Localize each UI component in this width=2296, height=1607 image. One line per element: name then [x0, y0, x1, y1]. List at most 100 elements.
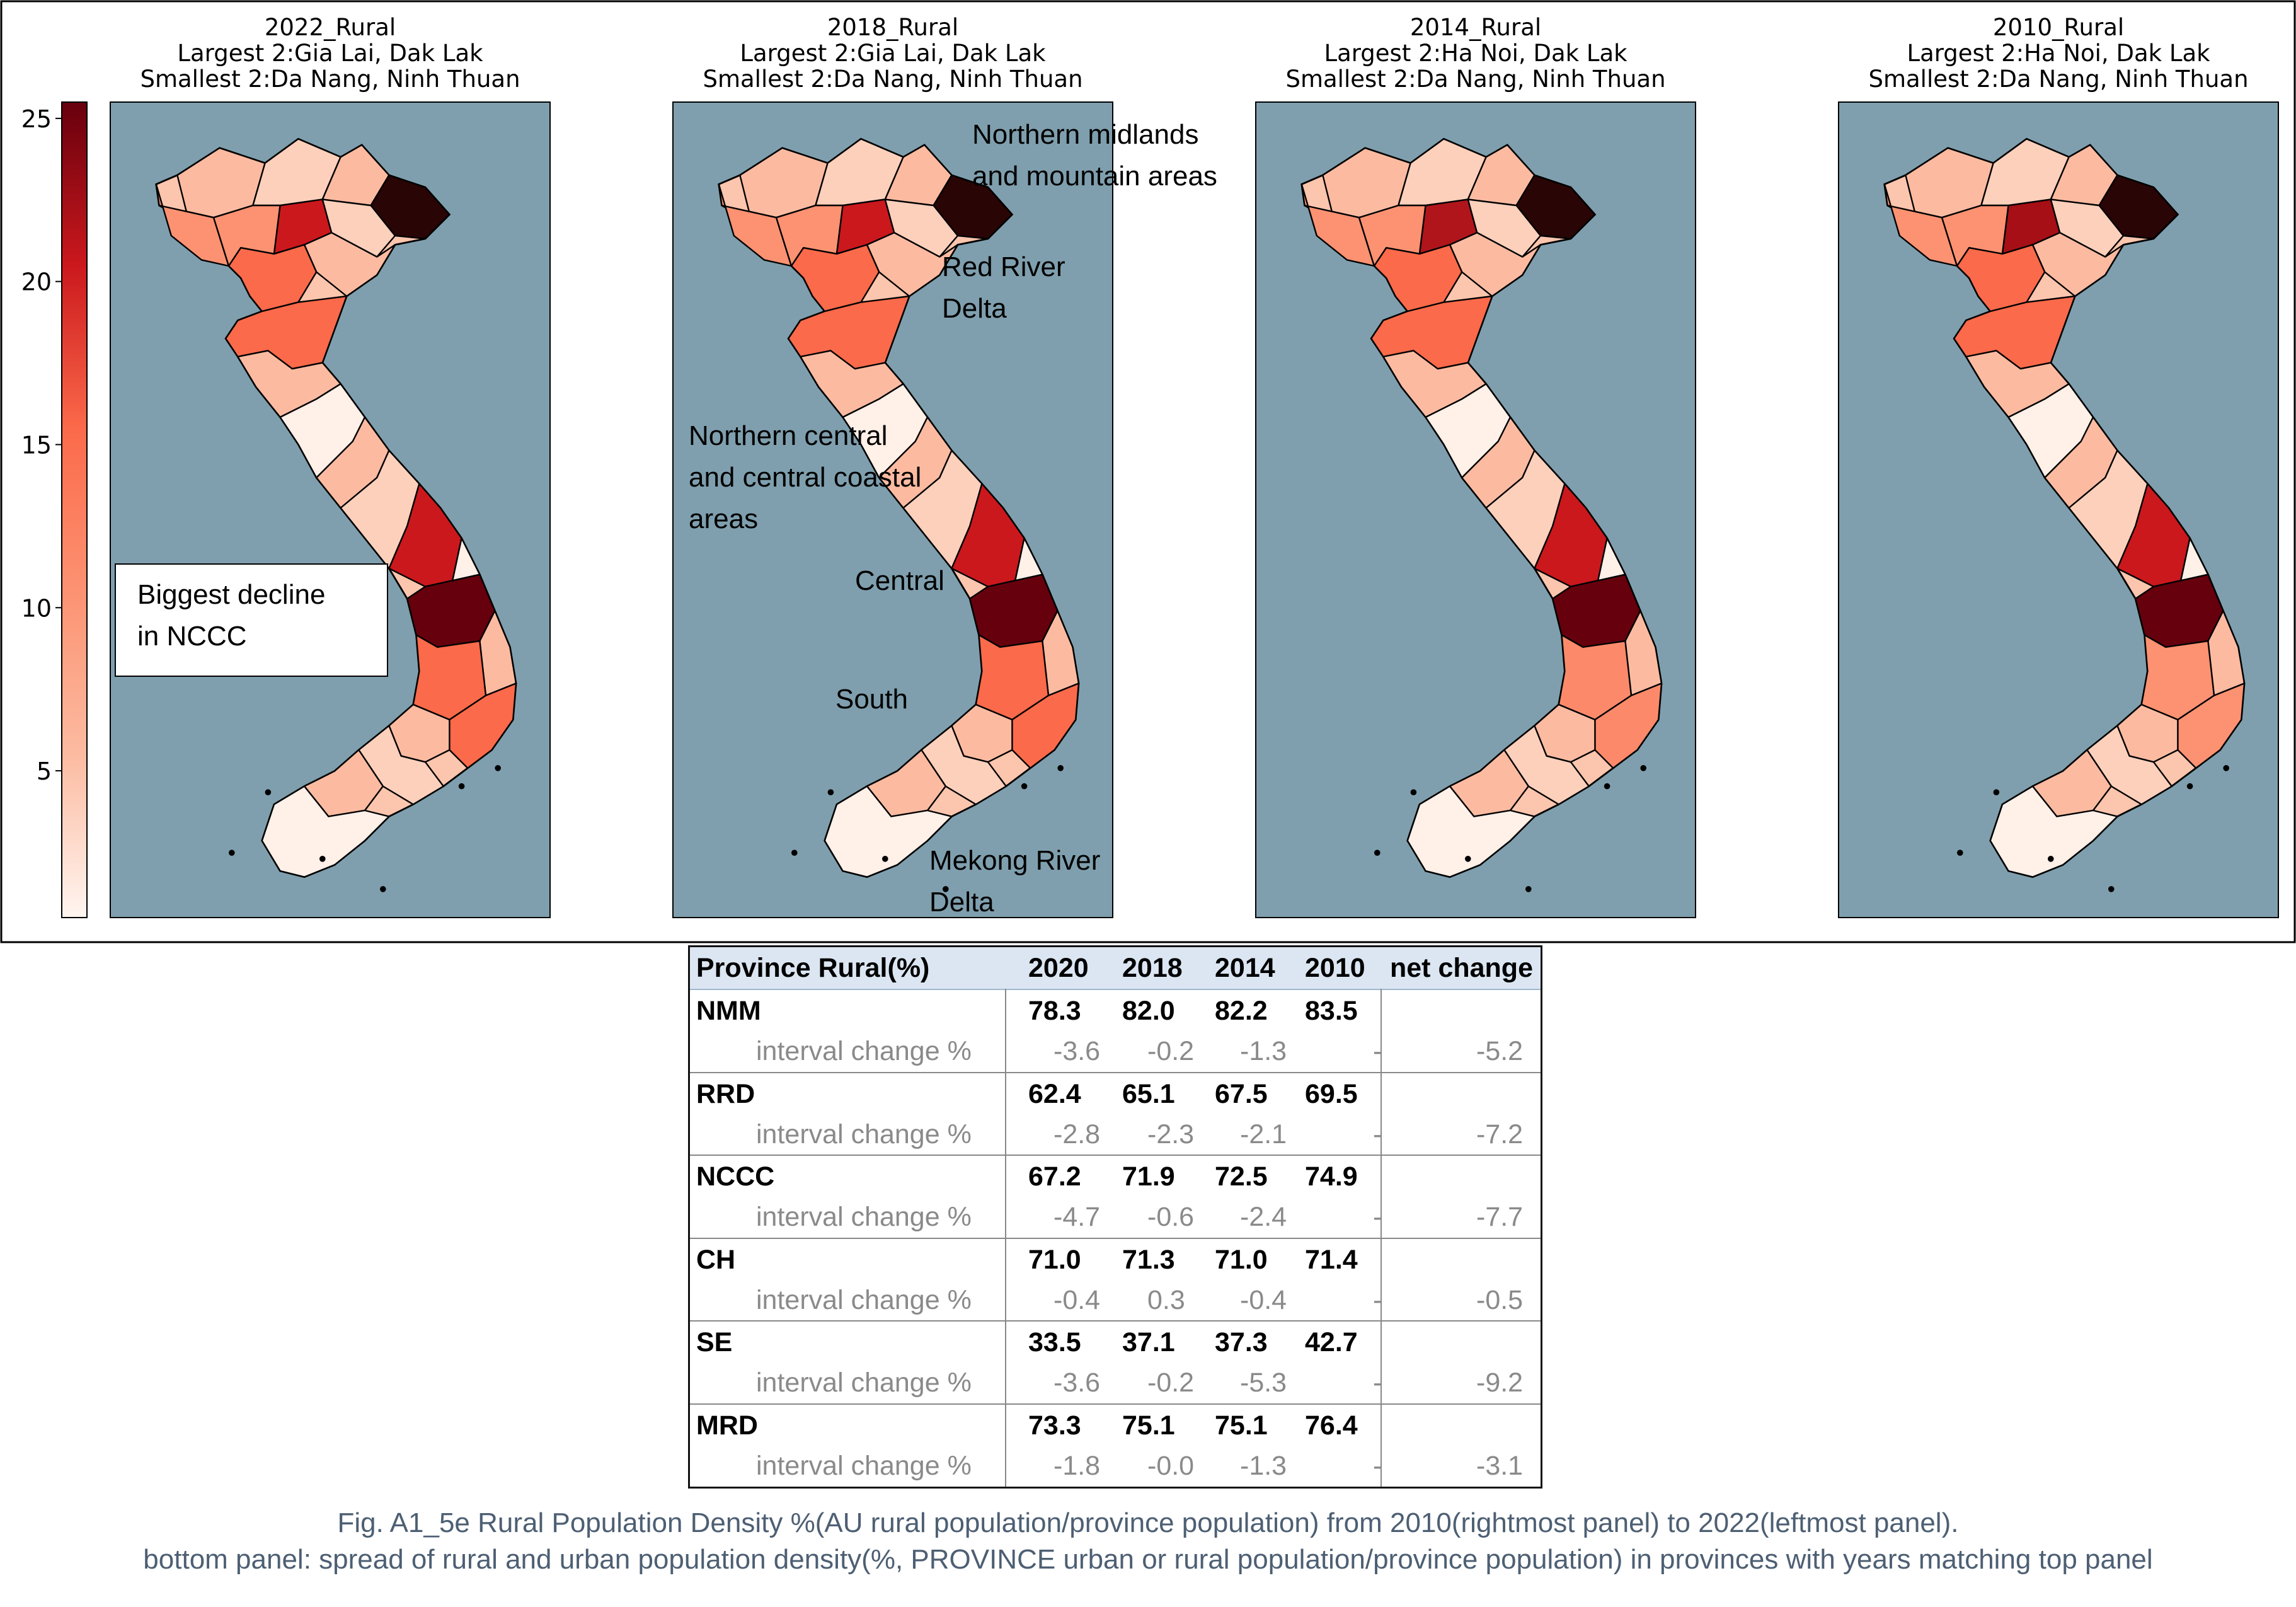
table-row: MRD 73.3 75.1 75.1 76.4: [690, 1403, 1541, 1446]
rural-percent: 83.5: [1305, 996, 1358, 1026]
province-shape: [155, 183, 230, 267]
header-2010: 2010: [1305, 953, 1365, 983]
rural-percent: 71.9: [1122, 1161, 1175, 1192]
province-shape: [1300, 183, 1375, 267]
interval-change-value: -0.4: [1240, 1284, 1287, 1315]
net-change-value: -0.5: [1476, 1284, 1524, 1315]
interval-change-label: interval change %: [756, 1450, 972, 1481]
table-header-row: Province Rural(%) 2020 2018 2014 2010 ne…: [690, 947, 1541, 989]
colorbar-tick-label: 25: [21, 105, 52, 133]
interval-change-value: -1.3: [1240, 1036, 1287, 1066]
label-rrd-1: Red River: [942, 251, 1065, 282]
table-row: SE 33.5 37.1 37.3 42.7: [690, 1320, 1541, 1363]
panel-title: 2014_Rural: [1410, 14, 1541, 41]
callout-line-2: in NCCC: [137, 621, 247, 652]
interval-change-value: -0.0: [1147, 1450, 1195, 1481]
net-change-value: -7.2: [1476, 1119, 1524, 1149]
rural-percent: 75.1: [1215, 1410, 1268, 1441]
colorbar-tick-label: 15: [21, 431, 52, 459]
label-nmm-2: and mountain areas: [972, 161, 1217, 192]
colorbar-tick-label: 5: [37, 757, 52, 785]
rural-percent: 42.7: [1305, 1327, 1358, 1357]
callout-line-1: Biggest decline: [137, 579, 325, 610]
province-shape: [2177, 683, 2246, 769]
country-map: [155, 137, 517, 892]
callout-box: [115, 563, 388, 677]
rural-percent: 73.3: [1028, 1410, 1081, 1441]
panel-title: 2018_Rural: [827, 14, 958, 41]
country-map: [1883, 137, 2246, 892]
panel-largest: Largest 2:Gia Lai, Dak Lak: [740, 40, 1046, 67]
column-divider: [1005, 989, 1006, 1487]
header-2018: 2018: [1122, 953, 1183, 983]
region-name: RRD: [696, 1078, 755, 1109]
panel-title: 2010_Rural: [1993, 14, 2124, 41]
island-mark: [1640, 765, 1646, 771]
interval-change-value: -1.3: [1240, 1450, 1287, 1481]
label-south: South: [835, 684, 908, 715]
island-mark: [827, 789, 834, 795]
island-mark: [380, 886, 386, 892]
label-nmm-1: Northern midlands: [972, 119, 1199, 150]
island-mark: [229, 850, 235, 856]
column-divider: [1380, 989, 1382, 1487]
interval-change-value: -0.2: [1147, 1368, 1195, 1398]
province-shape: [358, 725, 445, 805]
province-shape: [2086, 725, 2173, 805]
label-mrd-2: Delta: [929, 887, 994, 918]
rural-percent: 37.1: [1122, 1327, 1175, 1357]
rural-table: Province Rural(%) 2020 2018 2014 2010 ne…: [688, 945, 1542, 1489]
interval-change-label: interval change %: [756, 1036, 972, 1066]
province-shape: [718, 183, 793, 267]
province-shape: [1467, 199, 1542, 258]
rural-percent: 67.5: [1215, 1078, 1268, 1109]
label-central: Central: [855, 565, 944, 596]
region-name: NCCC: [696, 1161, 775, 1192]
province-shape: [1594, 683, 1663, 769]
label-nccc-2: and central coastal: [689, 462, 921, 493]
island-mark: [2186, 783, 2193, 790]
region-name: CH: [696, 1244, 736, 1275]
island-mark: [265, 789, 272, 795]
island-mark: [1604, 783, 1610, 790]
region-annotations: Northern midlands and mountain areas Red…: [689, 119, 1217, 918]
region-name: MRD: [696, 1410, 758, 1441]
island-mark: [1525, 886, 1532, 892]
province-shape: [1989, 785, 2118, 878]
island-mark: [1957, 850, 1963, 856]
panel-smallest: Smallest 2:Da Nang, Ninh Thuan: [1868, 66, 2248, 93]
country-map: [718, 137, 1080, 892]
island-mark: [2223, 765, 2229, 771]
table-row: interval change % -3.6 -0.2 -5.3 - -9.2: [690, 1362, 1541, 1403]
province-shape: [1883, 183, 1958, 267]
rural-percent: 75.1: [1122, 1410, 1175, 1441]
colorbar: 5 10 15 20 25: [21, 101, 88, 918]
province-shape: [321, 199, 396, 258]
island-mark: [791, 850, 798, 856]
province-shape: [884, 199, 959, 258]
panel-smallest: Smallest 2:Da Nang, Ninh Thuan: [703, 66, 1082, 93]
island-mark: [458, 783, 465, 790]
rural-percent: 67.2: [1028, 1161, 1081, 1192]
net-change-value: -9.2: [1476, 1368, 1524, 1398]
interval-change-value: -: [1373, 1036, 1382, 1066]
label-nccc-3: areas: [689, 504, 758, 534]
interval-change-value: -: [1373, 1450, 1382, 1481]
panel-largest: Largest 2:Ha Noi, Dak Lak: [1907, 40, 2210, 67]
interval-change-value: -0.2: [1147, 1036, 1195, 1066]
table-row: CH 71.0 71.3 71.0 71.4: [690, 1237, 1541, 1281]
rural-percent: 65.1: [1122, 1078, 1175, 1109]
rural-percent: 71.3: [1122, 1244, 1175, 1275]
table-row: interval change % -4.7 -0.6 -2.4 - -7.7: [690, 1196, 1541, 1238]
table-row: interval change % -2.8 -2.3 -2.1 - -7.2: [690, 1114, 1541, 1155]
province-shape: [2050, 199, 2125, 258]
interval-change-value: -0.4: [1053, 1284, 1101, 1315]
interval-change-label: interval change %: [756, 1119, 972, 1149]
interval-change-value: -: [1373, 1284, 1382, 1315]
interval-change-value: -5.3: [1240, 1368, 1287, 1398]
